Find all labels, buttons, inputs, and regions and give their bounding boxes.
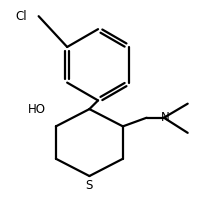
Text: Cl: Cl	[15, 10, 27, 23]
Text: S: S	[86, 179, 93, 192]
Text: N: N	[161, 111, 169, 124]
Text: HO: HO	[28, 103, 46, 116]
